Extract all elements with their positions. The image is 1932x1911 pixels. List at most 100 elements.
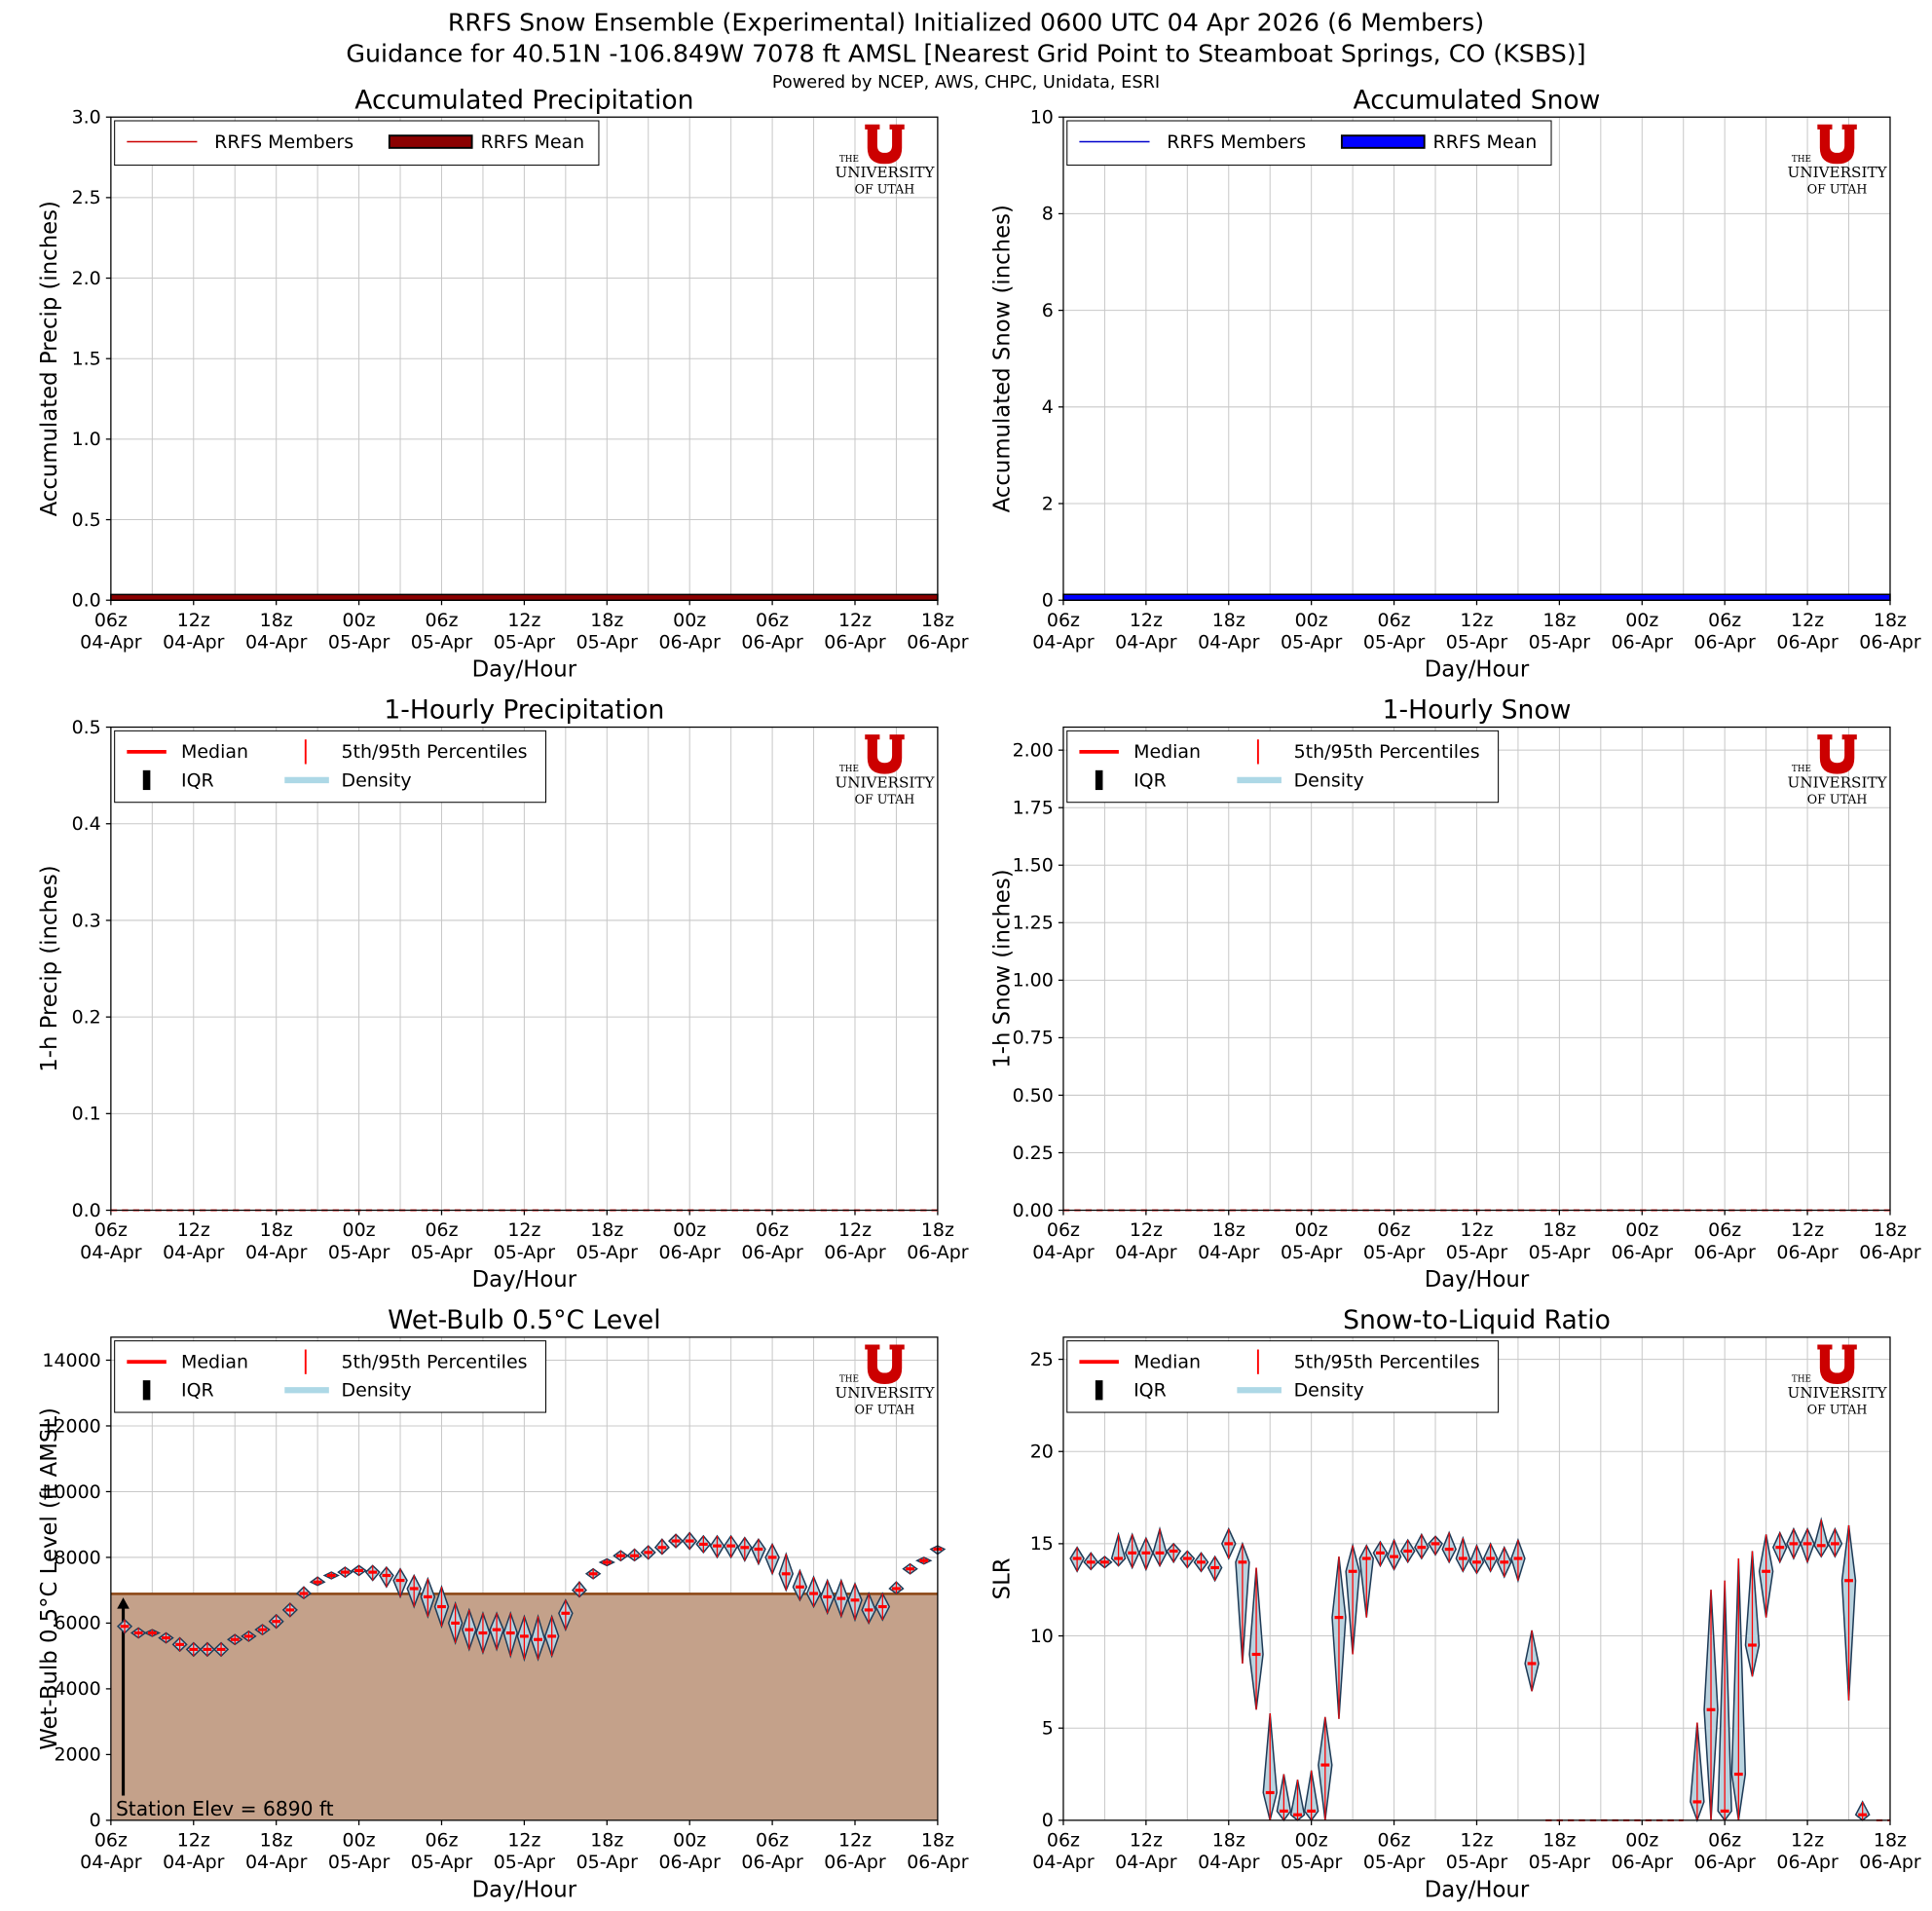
x-tick-label: 12z	[507, 1829, 540, 1851]
x-tick-label: 05-Apr	[411, 1852, 473, 1873]
logo-text: UNIVERSITY	[835, 164, 935, 181]
x-tick-label: 18z	[260, 610, 293, 631]
x-tick-label: 06-Apr	[741, 632, 803, 654]
x-tick-label: 06-Apr	[1776, 1852, 1839, 1873]
logo-text: OF UTAH	[1807, 182, 1868, 197]
mean-band	[1062, 593, 1891, 601]
x-tick-label: 12z	[1460, 610, 1493, 631]
x-tick-label: 06z	[756, 1829, 789, 1851]
logo-mark	[865, 1344, 905, 1384]
legend-box	[114, 120, 600, 167]
x-tick-label: 12z	[1791, 1829, 1824, 1851]
x-tick-label: 06z	[425, 1219, 458, 1241]
x-tick-label: 04-Apr	[1115, 1852, 1177, 1873]
legend-label: Median	[181, 741, 248, 763]
station-arrow-head	[117, 1597, 130, 1609]
x-tick-label: 05-Apr	[576, 1242, 639, 1263]
x-tick-label: 05-Apr	[1281, 1242, 1343, 1263]
x-tick-label: 18z	[260, 1219, 293, 1241]
logo-text: THE	[839, 1374, 859, 1384]
x-tick-label: 04-Apr	[163, 1852, 225, 1873]
plot-frame	[110, 116, 939, 601]
x-tick-label: 18z	[1874, 1219, 1907, 1241]
x-tick-label: 04-Apr	[245, 1242, 308, 1263]
x-tick-label: 00z	[1625, 1829, 1658, 1851]
logo-text: UNIVERSITY	[1788, 774, 1888, 792]
x-tick-label: 05-Apr	[1446, 632, 1508, 654]
y-tick-label: 14000	[42, 1350, 100, 1371]
logo-text: OF UTAH	[1807, 792, 1868, 806]
logo-text: UNIVERSITY	[1788, 164, 1888, 181]
x-tick-label: 06-Apr	[1693, 632, 1756, 654]
y-tick-label: 15	[1030, 1533, 1054, 1555]
y-tick-label: 0.2	[72, 1006, 101, 1028]
x-tick-label: 04-Apr	[245, 632, 308, 654]
x-tick-label: 06z	[756, 610, 789, 631]
logo-text: THE	[1792, 1374, 1811, 1384]
x-tick-label: 06-Apr	[824, 632, 886, 654]
x-tick-label: 06z	[1378, 1829, 1411, 1851]
plot-frame	[1062, 1336, 1891, 1821]
figure-title: RRFS Snow Ensemble (Experimental) Initia…	[448, 9, 1484, 37]
legend-label: RRFS Members	[214, 131, 353, 153]
x-tick-label: 12z	[177, 610, 210, 631]
x-tick-label: 04-Apr	[1198, 632, 1260, 654]
x-tick-label: 04-Apr	[1198, 1852, 1260, 1873]
y-tick-label: 0.25	[1013, 1143, 1054, 1164]
y-tick-label: 8000	[54, 1547, 100, 1568]
legend-label: RRFS Mean	[480, 131, 584, 153]
x-tick-label: 00z	[1295, 610, 1328, 631]
x-tick-label: 05-Apr	[328, 632, 390, 654]
x-tick-label: 18z	[590, 1219, 623, 1241]
legend-label: Density	[1294, 769, 1364, 791]
legend-label: RRFS Members	[1167, 131, 1306, 153]
x-tick-label: 18z	[1874, 1829, 1907, 1851]
x-tick-label: 12z	[1130, 1219, 1163, 1241]
logo-text: UNIVERSITY	[835, 1384, 935, 1402]
x-tick-label: 04-Apr	[163, 1242, 225, 1263]
x-tick-label: 04-Apr	[80, 1852, 142, 1873]
x-tick-label: 05-Apr	[1529, 1242, 1591, 1263]
legend-box	[1066, 1340, 1500, 1413]
x-tick-label: 12z	[1791, 1219, 1824, 1241]
x-tick-label: 18z	[260, 1829, 293, 1851]
chart-title: Accumulated Precipitation	[354, 85, 693, 115]
x-tick-label: 05-Apr	[1281, 1852, 1343, 1873]
y-tick-label: 0.1	[72, 1104, 101, 1125]
x-tick-label: 06z	[1047, 1219, 1080, 1241]
x-tick-label: 06-Apr	[824, 1242, 886, 1263]
x-tick-label: 05-Apr	[494, 1852, 556, 1873]
x-tick-label: 04-Apr	[245, 1852, 308, 1873]
y-axis-label: Accumulated Snow (inches)	[989, 205, 1015, 512]
x-tick-label: 06z	[756, 1219, 789, 1241]
x-tick-label: 06z	[1708, 1829, 1741, 1851]
legend-label: 5th/95th Percentiles	[1294, 741, 1480, 763]
x-tick-label: 06-Apr	[658, 1242, 721, 1263]
legend-label: IQR	[181, 769, 214, 791]
logo-text: THE	[1792, 155, 1811, 165]
y-axis-label: SLR	[989, 1557, 1015, 1599]
x-tick-label: 05-Apr	[576, 1852, 639, 1873]
y-tick-label: 10	[1030, 107, 1054, 129]
x-tick-label: 04-Apr	[80, 1242, 142, 1263]
plot-frame	[110, 1336, 939, 1821]
y-tick-label: 2000	[54, 1744, 100, 1766]
x-tick-label: 18z	[590, 610, 623, 631]
x-tick-label: 06z	[425, 1829, 458, 1851]
legend-label: 5th/95th Percentiles	[1294, 1351, 1480, 1372]
x-tick-label: 12z	[507, 610, 540, 631]
logo-mark	[1817, 124, 1857, 165]
x-tick-label: 12z	[1791, 610, 1824, 631]
logo-text: UNIVERSITY	[835, 774, 935, 792]
x-tick-label: 05-Apr	[1529, 1852, 1591, 1873]
x-tick-label: 12z	[507, 1219, 540, 1241]
x-tick-label: 18z	[1212, 610, 1245, 631]
y-tick-label: 1.25	[1013, 913, 1054, 934]
y-tick-label: 5	[1042, 1718, 1054, 1740]
x-tick-label: 18z	[921, 610, 954, 631]
y-axis-label: 1-h Precip (inches)	[37, 865, 62, 1071]
plot-frame	[110, 726, 939, 1212]
plot-frame	[1062, 726, 1891, 1212]
legend-box	[114, 730, 547, 804]
